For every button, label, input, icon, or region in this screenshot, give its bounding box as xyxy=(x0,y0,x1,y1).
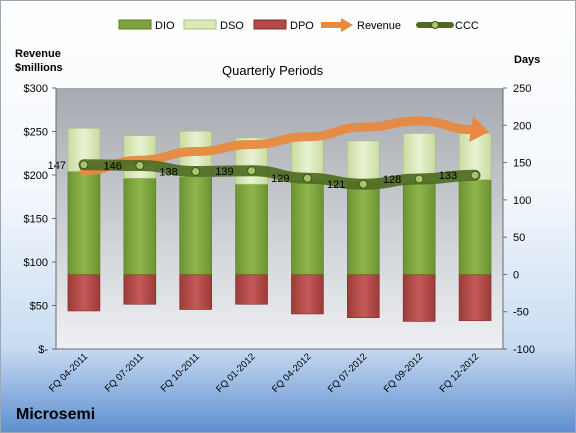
bar-dio xyxy=(291,180,324,275)
left-tick-label: $200 xyxy=(24,170,48,182)
right-tick-label: 100 xyxy=(513,195,531,207)
ccc-marker xyxy=(414,174,424,184)
legend-label: DIO xyxy=(155,20,175,32)
legend-swatch-revenue-arrow xyxy=(341,18,353,32)
right-tick-label: 200 xyxy=(513,120,531,132)
left-tick-label: $- xyxy=(38,344,48,356)
category-label: FQ 07-2011 xyxy=(103,351,146,394)
legend-swatch-ccc-marker xyxy=(431,21,439,29)
left-axis-label-line2: $millions xyxy=(15,62,63,74)
bar-dpo xyxy=(458,274,492,321)
company-name: Microsemi xyxy=(16,406,95,423)
legend-label: DSO xyxy=(220,20,244,32)
right-tick-label: 50 xyxy=(513,232,525,244)
legend-swatch-dio xyxy=(118,19,152,30)
ccc-data-label: 133 xyxy=(439,170,457,182)
bar-dso xyxy=(347,140,380,183)
chart-title: Quarterly Periods xyxy=(222,63,324,78)
ccc-marker xyxy=(191,167,201,177)
category-label: FQ 04-2011 xyxy=(47,351,90,394)
bar-dio xyxy=(179,176,212,275)
left-tick-label: $150 xyxy=(24,214,48,226)
category-label: FQ 01-2012 xyxy=(214,351,258,395)
ccc-marker xyxy=(470,170,480,180)
category-label: FQ 07-2012 xyxy=(326,351,370,395)
ccc-marker xyxy=(358,179,368,189)
bar-dpo xyxy=(291,274,324,315)
legend-swatch-dso xyxy=(183,19,217,30)
bar-dio xyxy=(402,181,436,275)
ccc-data-label: 138 xyxy=(159,167,177,179)
bar-dio xyxy=(347,181,380,275)
category-label: FQ 10-2011 xyxy=(159,351,202,394)
bar-dpo xyxy=(235,274,268,305)
bar-dpo xyxy=(402,274,436,322)
bar-dio xyxy=(458,179,492,275)
category-label: FQ 04-2012 xyxy=(270,351,314,395)
ccc-data-label: 129 xyxy=(271,173,289,185)
ccc-data-label: 147 xyxy=(48,160,66,172)
right-tick-label: 250 xyxy=(513,83,531,95)
right-tick-label: 0 xyxy=(513,269,519,281)
bar-dpo xyxy=(67,274,101,312)
category-label: FQ 09-2012 xyxy=(382,351,426,395)
left-tick-label: $50 xyxy=(30,301,48,313)
left-tick-label: $250 xyxy=(24,127,48,139)
ccc-marker xyxy=(302,173,312,183)
left-axis-label-line1: Revenue xyxy=(15,48,61,60)
left-tick-label: $100 xyxy=(24,257,48,269)
legend-swatch-dpo xyxy=(253,19,287,30)
right-tick-label: -100 xyxy=(513,344,535,356)
bar-dio xyxy=(123,177,157,275)
ccc-marker xyxy=(135,161,145,171)
bar-dio xyxy=(67,171,101,275)
right-axis-label: Days xyxy=(514,54,540,66)
category-label: FQ 12-2012 xyxy=(438,351,482,395)
bar-dpo xyxy=(347,274,380,318)
bar-dpo xyxy=(179,274,212,310)
revenue-arrowhead xyxy=(469,116,489,142)
ccc-data-label: 146 xyxy=(103,161,121,173)
legend-label: Revenue xyxy=(357,20,401,32)
legend-label: DPO xyxy=(290,20,314,32)
ccc-data-label: 121 xyxy=(327,179,345,191)
ccc-data-label: 128 xyxy=(383,174,401,186)
ccc-line xyxy=(78,159,481,190)
left-tick-label: $300 xyxy=(24,83,48,95)
ccc-marker xyxy=(247,166,257,176)
right-tick-label: -50 xyxy=(513,307,529,319)
right-tick-label: 150 xyxy=(513,158,531,170)
legend-label: CCC xyxy=(455,20,479,32)
ccc-data-label: 139 xyxy=(215,166,233,178)
ccc-marker xyxy=(79,160,89,170)
bar-dio xyxy=(235,183,268,275)
bar-dpo xyxy=(123,274,157,305)
